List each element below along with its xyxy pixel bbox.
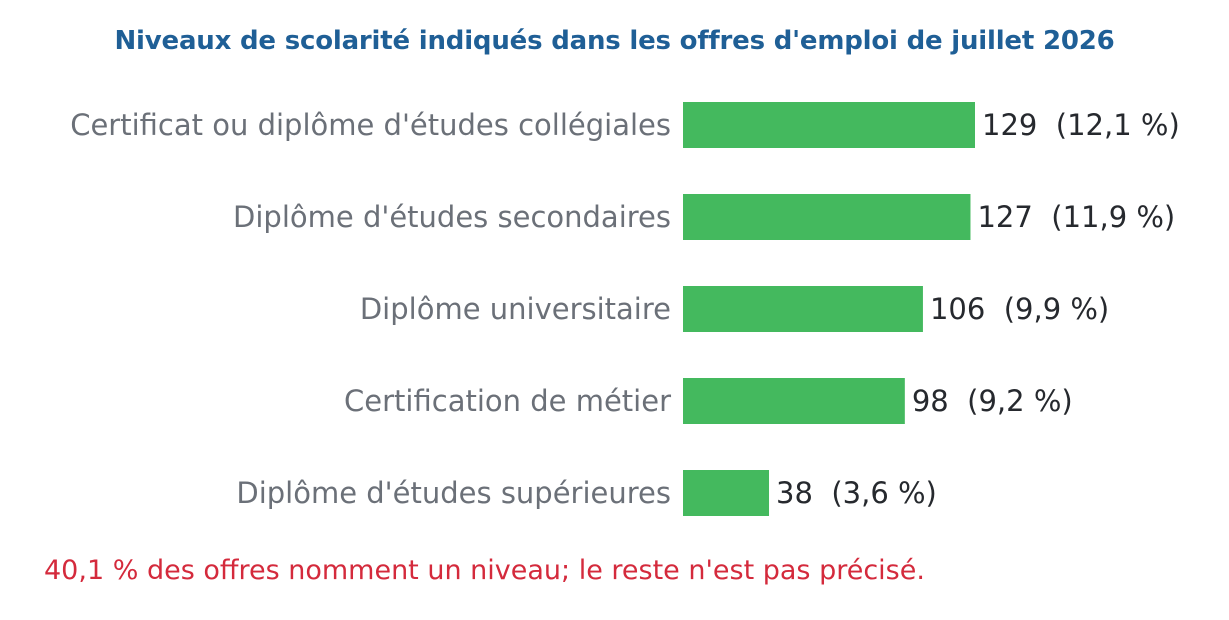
value-label: 129 (12,1 %) — [982, 108, 1180, 142]
bar — [683, 194, 971, 240]
category-label: Certificat ou diplôme d'études collégial… — [70, 108, 671, 142]
bar — [683, 378, 905, 424]
value-label: 38 (3,6 %) — [776, 476, 937, 510]
value-label: 98 (9,2 %) — [912, 384, 1073, 418]
category-label: Diplôme d'études supérieures — [236, 476, 671, 510]
chart-title: Niveaux de scolarité indiqués dans les o… — [114, 26, 1115, 56]
category-label: Certification de métier — [344, 384, 671, 418]
bar — [683, 286, 923, 332]
category-label: Diplôme universitaire — [360, 292, 671, 326]
value-label: 106 (9,9 %) — [930, 292, 1109, 326]
bar — [683, 470, 770, 516]
bar — [683, 102, 975, 148]
chart-footnote: 40,1 % des offres nomment un niveau; le … — [44, 555, 925, 586]
category-label: Diplôme d'études secondaires — [233, 200, 671, 234]
value-label: 127 (11,9 %) — [977, 200, 1175, 234]
